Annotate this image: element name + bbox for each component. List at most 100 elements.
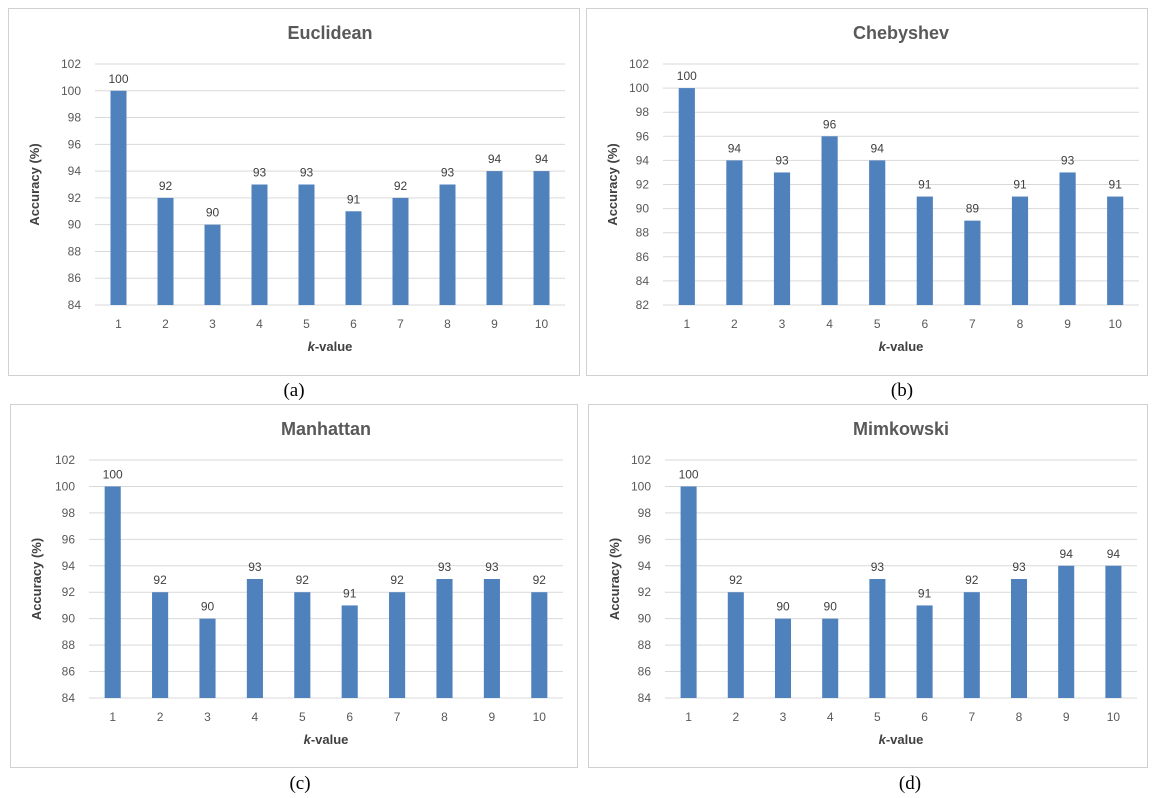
y-tick-label: 102 <box>629 57 649 71</box>
chart-svg-mimkowski: Mimkowski8486889092949698100102100192290… <box>607 419 1137 747</box>
data-label: 91 <box>918 586 932 600</box>
x-tick-label: 5 <box>299 710 306 724</box>
data-label: 92 <box>394 179 408 193</box>
data-label: 93 <box>253 166 267 180</box>
bar-k-10 <box>531 592 548 698</box>
y-tick-label: 82 <box>636 298 650 312</box>
x-tick-label: 8 <box>441 710 448 724</box>
data-label: 91 <box>347 192 361 206</box>
y-tick-label: 96 <box>638 532 652 546</box>
x-tick-label: 6 <box>921 317 928 331</box>
data-label: 92 <box>390 573 404 587</box>
y-tick-label: 84 <box>68 298 82 312</box>
bar-k-1 <box>110 90 127 306</box>
y-tick-label: 84 <box>638 691 652 705</box>
bar-k-7 <box>389 592 406 698</box>
y-tick-label: 86 <box>638 665 652 679</box>
data-label: 93 <box>441 166 455 180</box>
chart-panel-euclidean: Euclidean 84 86 88 90 92 94 96 98 100 102 100 1 92 2 90… <box>8 8 580 376</box>
x-tick-label: 3 <box>779 317 786 331</box>
y-tick-label: 98 <box>636 105 650 119</box>
bar-k-2 <box>152 592 169 698</box>
y-tick-label: 100 <box>631 479 651 493</box>
data-label: 93 <box>438 560 452 574</box>
y-axis-label: Accuracy (%) <box>605 143 620 225</box>
bar-k-4 <box>251 184 268 305</box>
x-axis-label: k-value <box>304 732 349 747</box>
bar-k-7 <box>964 220 981 305</box>
bar-k-3 <box>204 224 221 305</box>
bar-k-4 <box>246 579 263 698</box>
bar-k-3 <box>774 618 792 698</box>
x-tick-label: 6 <box>350 317 357 331</box>
bar-k-5 <box>294 592 311 698</box>
x-tick-label: 3 <box>204 710 211 724</box>
y-tick-label: 96 <box>68 137 82 151</box>
bar-k-10 <box>1107 196 1124 305</box>
data-label: 91 <box>1109 178 1123 192</box>
y-tick-label: 90 <box>638 612 652 626</box>
y-tick-label: 88 <box>62 638 76 652</box>
y-tick-label: 88 <box>68 244 82 258</box>
data-label: 93 <box>1012 560 1026 574</box>
caption-a: (a) <box>283 380 305 401</box>
data-label: 91 <box>918 178 932 192</box>
data-label: 100 <box>108 72 128 86</box>
data-label: 100 <box>103 467 123 481</box>
x-tick-label: 9 <box>491 317 498 331</box>
data-label: 93 <box>300 166 314 180</box>
x-tick-label: 9 <box>489 710 496 724</box>
caption-d: (d) <box>898 773 922 794</box>
y-tick-label: 84 <box>636 274 650 288</box>
y-tick-label: 98 <box>62 506 76 520</box>
x-tick-label: 4 <box>256 317 263 331</box>
data-label: 90 <box>201 600 215 614</box>
y-tick-label: 102 <box>61 57 81 71</box>
x-tick-label: 9 <box>1063 710 1070 724</box>
caption-b: (b) <box>890 380 914 401</box>
data-label: 93 <box>871 560 885 574</box>
y-tick-label: 90 <box>68 218 82 232</box>
x-axis-label: k-value <box>879 732 924 747</box>
chart-title: Manhattan <box>281 419 371 439</box>
data-label: 100 <box>679 467 699 481</box>
bar-k-5 <box>869 579 886 698</box>
y-tick-label: 98 <box>638 506 652 520</box>
x-tick-label: 1 <box>685 710 692 724</box>
bar-k-8 <box>439 184 456 305</box>
x-tick-label: 10 <box>535 317 549 331</box>
data-label: 94 <box>1107 547 1121 561</box>
y-tick-label: 100 <box>629 81 649 95</box>
bar-k-3 <box>199 618 216 698</box>
bar-k-2 <box>157 197 174 305</box>
chart-title: Mimkowski <box>853 419 949 439</box>
data-label: 91 <box>1013 178 1027 192</box>
bar-k-6 <box>345 211 362 305</box>
x-tick-label: 1 <box>115 317 122 331</box>
data-label: 90 <box>824 600 838 614</box>
y-tick-label: 88 <box>638 638 652 652</box>
bar-k-9 <box>1059 172 1076 305</box>
x-tick-label: 5 <box>303 317 310 331</box>
x-tick-label: 4 <box>826 317 833 331</box>
data-label: 94 <box>1060 547 1074 561</box>
y-tick-label: 100 <box>61 84 81 98</box>
y-tick-label: 92 <box>62 585 76 599</box>
bar-k-2 <box>727 592 744 698</box>
y-axis-label: Accuracy (%) <box>27 143 42 225</box>
bar-k-8 <box>1011 196 1029 305</box>
bar-k-10 <box>533 171 550 305</box>
y-tick-label: 102 <box>631 453 651 467</box>
y-tick-label: 94 <box>68 164 82 178</box>
x-tick-label: 10 <box>1109 317 1123 331</box>
chart-title: Chebyshev <box>853 23 949 43</box>
bar-k-7 <box>963 592 980 698</box>
y-tick-label: 96 <box>62 532 76 546</box>
bar-k-1 <box>678 88 695 305</box>
x-tick-label: 10 <box>1107 710 1121 724</box>
x-tick-label: 1 <box>683 317 690 331</box>
data-label: 94 <box>488 152 502 166</box>
y-tick-label: 86 <box>68 271 82 285</box>
data-label: 92 <box>153 573 167 587</box>
x-tick-label: 1 <box>109 710 116 724</box>
